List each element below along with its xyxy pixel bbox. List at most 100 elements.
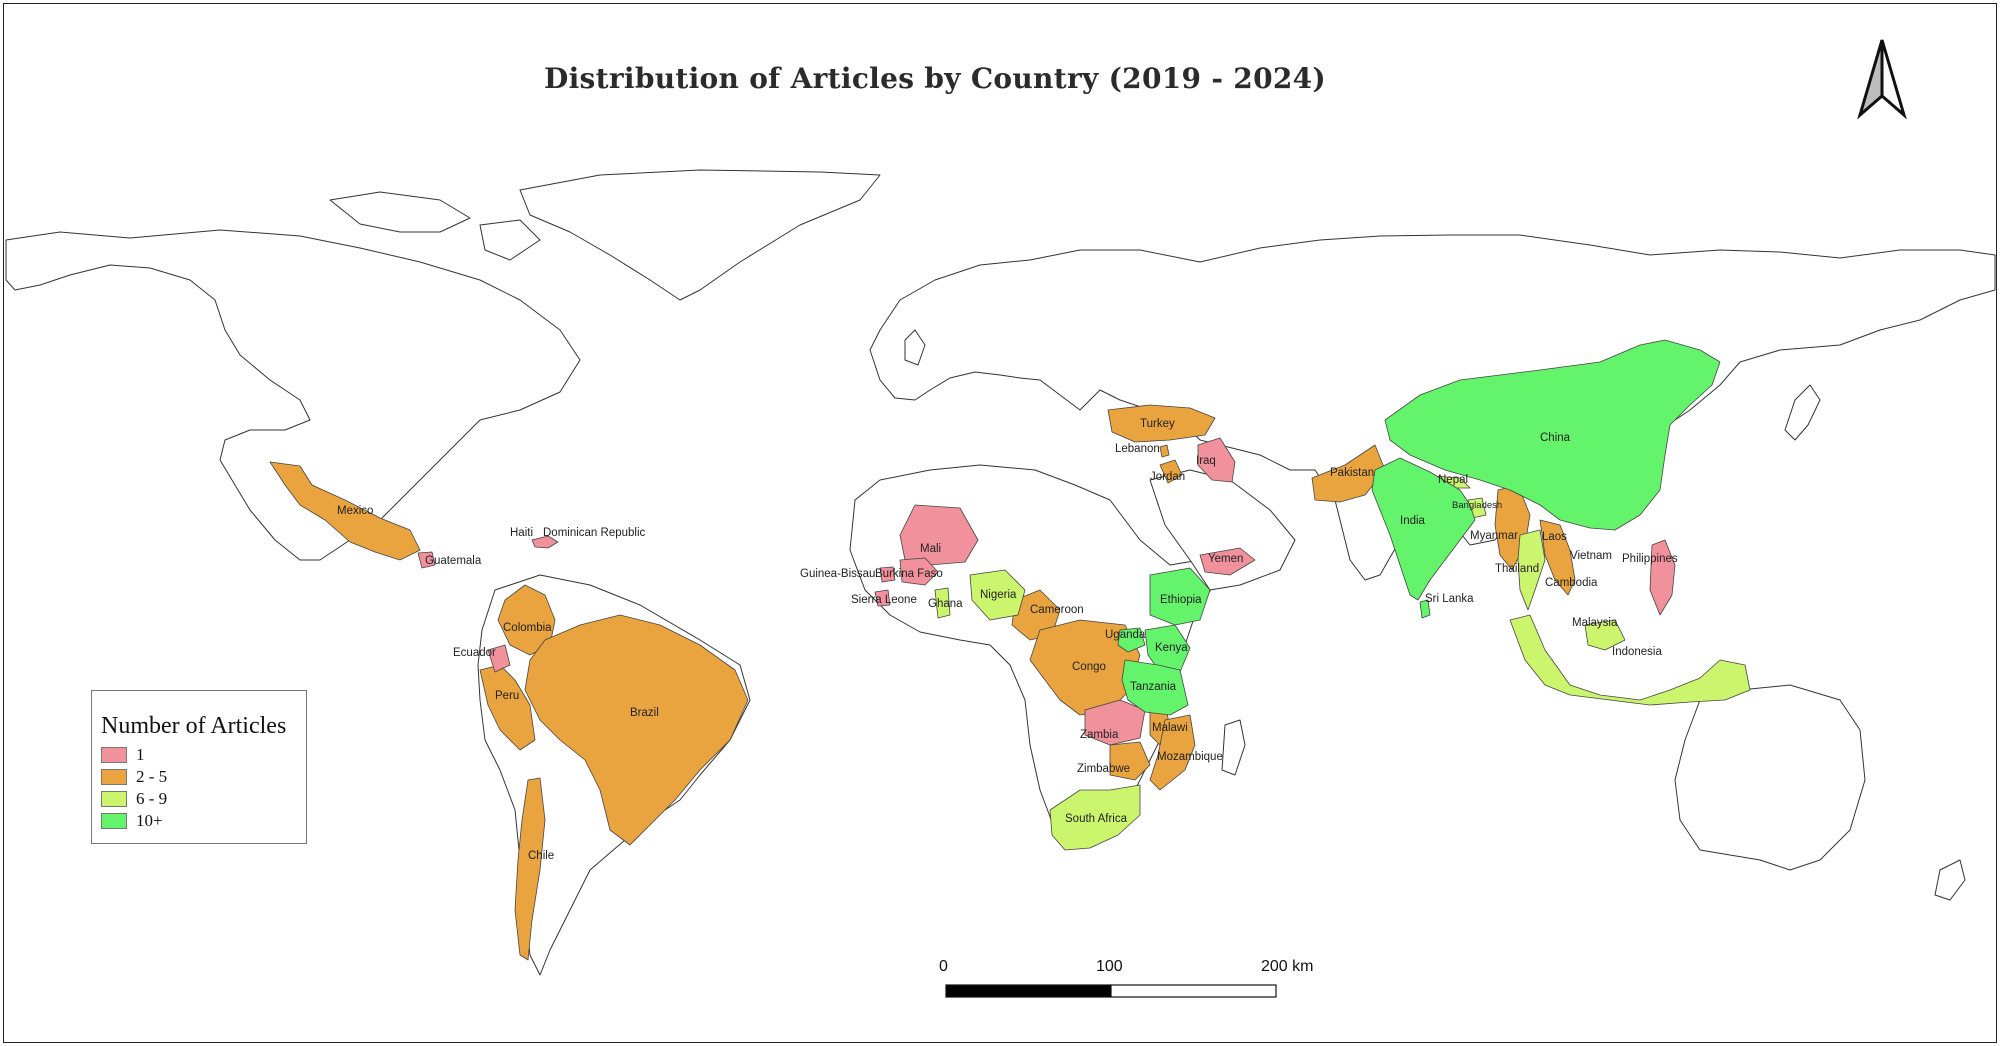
country-mali [899, 504, 979, 566]
label-mozambique: Mozambique [1157, 751, 1223, 763]
country-nigeria [969, 569, 1026, 621]
label-india: India [1400, 515, 1425, 527]
label-guinea-bissau: Guinea-Bissau [800, 568, 876, 580]
legend-label: 1 [136, 745, 145, 764]
country-zimbabwe [1109, 741, 1151, 781]
label-peru: Peru [495, 690, 520, 702]
label-brazil: Brazil [630, 707, 659, 719]
label-laos: Laos [1542, 531, 1567, 543]
country-mozambique [1149, 714, 1196, 791]
label-thailand: Thailand [1495, 563, 1540, 575]
country-mexico [269, 461, 421, 561]
label-cambodia: Cambodia [1545, 577, 1598, 589]
map-legend: Number of Articles 1 2 - 5 6 - 9 10+ [91, 690, 307, 844]
label-kenya: Kenya [1155, 642, 1188, 654]
label-yemen: Yemen [1208, 553, 1244, 565]
landmass-north-america [5, 229, 581, 561]
legend-label: 2 - 5 [136, 767, 168, 786]
country-sierra-leone [874, 589, 891, 607]
country-ecuador [487, 644, 511, 673]
scale-bar [945, 984, 1277, 998]
label-myanmar: Myanmar [1470, 530, 1518, 542]
legend-swatch [101, 769, 127, 785]
label-zambia: Zambia [1080, 729, 1119, 741]
landmass-japan [1784, 384, 1821, 441]
country-china [1384, 339, 1721, 531]
landmass-arctic-islands [329, 191, 541, 261]
label-jordan: Jordan [1150, 471, 1186, 483]
landmass-australia [1674, 684, 1866, 871]
label-iraq: Iraq [1196, 455, 1216, 467]
label-lebanon: Lebanon [1115, 443, 1160, 455]
country-thailand [1517, 529, 1546, 611]
country-jordan [1159, 459, 1183, 484]
legend-item: 2 - 5 [101, 767, 168, 786]
label-dominican-republic: Dominican Republic [543, 527, 646, 539]
scale-end-label: 200 km [1261, 958, 1314, 975]
landmass-uk [904, 329, 926, 366]
country-lebanon [1159, 444, 1170, 458]
label-china: China [1540, 432, 1571, 444]
label-chile: Chile [528, 850, 555, 862]
label-sri-lanka: Sri Lanka [1425, 593, 1474, 605]
country-sri-lanka [1419, 599, 1431, 619]
country-malaysia [1584, 619, 1626, 651]
label-colombia: Colombia [503, 622, 552, 634]
label-malawi: Malawi [1152, 722, 1188, 734]
label-nepal: Nepal [1438, 474, 1469, 486]
label-mexico: Mexico [337, 505, 374, 517]
label-malaysia: Malaysia [1572, 617, 1618, 629]
country-burkina-faso [899, 557, 939, 586]
country-yemen [1199, 547, 1256, 576]
country-tanzania [1121, 659, 1189, 716]
map-frame [3, 3, 1997, 1043]
country-laos-vietnam [1539, 519, 1576, 596]
country-india [1371, 457, 1476, 601]
legend-label: 10+ [136, 811, 163, 830]
country-ethiopia [1149, 567, 1211, 626]
label-ecuador: Ecuador [453, 647, 496, 659]
label-tanzania: Tanzania [1130, 681, 1177, 693]
label-vietnam: Vietnam [1570, 550, 1612, 562]
label-nigeria: Nigeria [980, 589, 1017, 601]
legend-title: Number of Articles [101, 713, 287, 739]
country-indonesia [1509, 614, 1751, 706]
label-mali: Mali [920, 543, 942, 555]
label-cameroon: Cameroon [1030, 604, 1084, 616]
country-philippines [1649, 539, 1676, 616]
label-indonesia: Indonesia [1612, 646, 1662, 658]
country-zambia [1084, 699, 1146, 746]
landmass-madagascar [1221, 719, 1246, 776]
label-south-africa: South Africa [1065, 813, 1128, 825]
scale-start-label: 0 [939, 958, 948, 975]
legend-item: 6 - 9 [101, 789, 167, 808]
country-guatemala [417, 551, 436, 569]
label-guatemala: Guatemala [425, 555, 482, 567]
country-uganda [1117, 627, 1146, 653]
label-bangladesh: Bangladesh [1452, 500, 1503, 511]
label-turkey: Turkey [1140, 418, 1175, 430]
legend-item: 1 [101, 745, 145, 764]
landmass-greenland [519, 169, 881, 301]
landmass-new-zealand [1934, 859, 1966, 901]
label-ethiopia: Ethiopia [1160, 594, 1202, 606]
label-congo: Congo [1072, 661, 1106, 673]
country-iraq [1197, 437, 1236, 483]
country-south-africa [1049, 784, 1141, 851]
label-ghana: Ghana [928, 598, 963, 610]
label-haiti: Haiti [510, 527, 534, 539]
country-ghana [934, 587, 951, 619]
legend-swatch [101, 791, 127, 807]
north-arrow-icon [1857, 39, 1907, 120]
country-brazil [524, 614, 749, 846]
label-zimbabwe: Zimbabwe [1077, 763, 1131, 775]
country-hispaniola [531, 535, 559, 549]
scale-mid-label: 100 [1096, 958, 1123, 975]
legend-swatch [101, 813, 127, 829]
country-peru [479, 664, 536, 751]
label-philippines: Philippines [1622, 553, 1678, 565]
label-sierra-leone: Sierra Leone [851, 594, 917, 606]
map-title: Distribution of Articles by Country (201… [544, 62, 1326, 95]
label-uganda: Uganda [1105, 629, 1146, 641]
